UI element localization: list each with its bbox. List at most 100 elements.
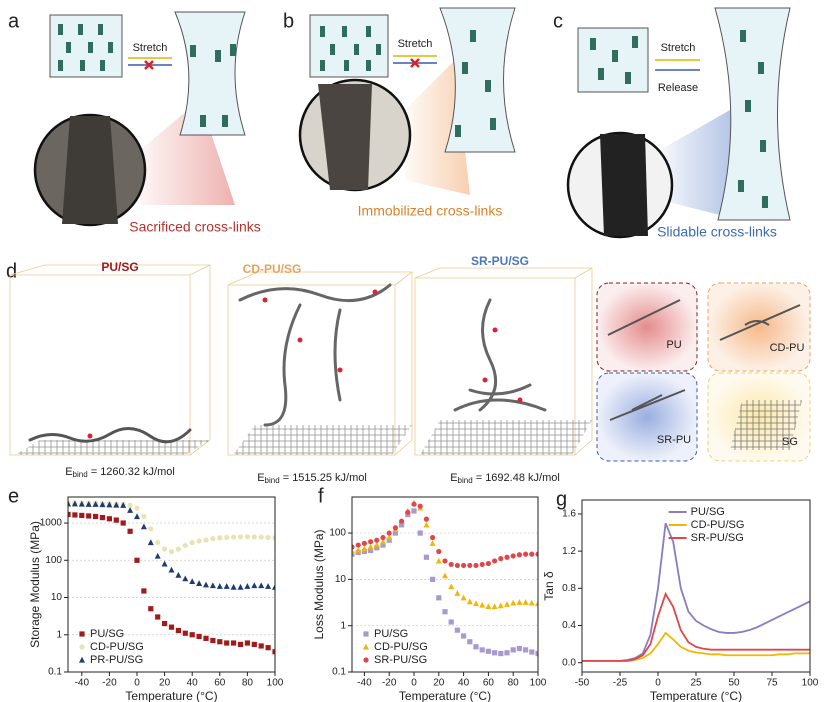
y-tick-label: 0.4: [562, 620, 576, 631]
data-point: [417, 530, 423, 536]
graphene: [730, 400, 802, 450]
data-line: [582, 591, 810, 662]
panel-letter: c: [553, 10, 563, 32]
graphene: [233, 425, 412, 455]
data-point: [516, 646, 522, 652]
data-point: [523, 647, 529, 653]
graphene: [15, 440, 210, 455]
graphene: [420, 420, 592, 455]
data-point: [373, 541, 380, 548]
data-point: [352, 551, 355, 557]
data-point: [237, 641, 244, 648]
data-point: [380, 534, 386, 541]
zoom-cone: [140, 100, 235, 205]
data-point: [386, 537, 392, 543]
data-point: [448, 561, 454, 568]
data-point: [497, 602, 504, 609]
caption: Sacrificed cross-links: [129, 219, 260, 235]
data-point: [168, 566, 175, 573]
panel-letter: d: [6, 260, 17, 282]
y-axis-label: Storage Modulus (MPa): [28, 521, 42, 648]
data-point: [429, 540, 436, 546]
data-point: [485, 603, 492, 610]
data-point: [454, 627, 460, 633]
inset-label: SR-PU: [657, 434, 691, 446]
inset: [596, 282, 698, 372]
panel-letter: g: [556, 488, 567, 510]
data-point: [405, 509, 411, 515]
data-point: [196, 538, 202, 544]
data-point: [244, 640, 250, 646]
data-point: [92, 501, 99, 507]
data-point: [436, 548, 442, 555]
data-point: [535, 600, 538, 607]
data-point: [510, 647, 516, 653]
data-point: [528, 599, 535, 606]
x-tick-label: 0: [655, 678, 661, 689]
plot-area: [582, 522, 810, 662]
x-tick-label: 100: [267, 678, 284, 689]
data-point: [417, 503, 423, 509]
x-tick-label: 20: [159, 678, 171, 689]
data-point: [189, 539, 195, 546]
data-point: [141, 513, 147, 520]
data-point: [175, 627, 181, 634]
data-point: [258, 582, 265, 589]
y-tick-label: 1.6: [562, 509, 576, 520]
zoom-cone: [405, 60, 470, 195]
data-point: [134, 505, 140, 511]
stretched-network: [714, 7, 791, 221]
box-label: PU/SG: [101, 260, 138, 274]
data-point: [148, 606, 154, 612]
arrow-label: Stretch: [398, 38, 433, 50]
panel-b: b Stretch Immobilized cross-links: [283, 7, 516, 219]
data-point: [380, 542, 386, 548]
data-point: [140, 523, 147, 530]
data-point: [460, 594, 467, 601]
y-tick-label: 100: [329, 528, 346, 539]
legend-label: PU/SG: [90, 628, 124, 640]
data-point: [411, 508, 417, 514]
data-point: [224, 640, 230, 646]
arrow-label: Release: [658, 82, 698, 94]
panel-letter: b: [283, 10, 294, 32]
box-label: CD-PU/SG: [243, 262, 302, 276]
x-tick-label: 80: [242, 678, 254, 689]
data-point: [352, 548, 355, 555]
panel-c: c Stretch Release Slidable cross-links: [553, 7, 791, 240]
arrow-label: Stretch: [661, 42, 696, 54]
chart: g 0.0 0.4 0.8 1.2 1.6 -50 -25 0 25 50 75 100 Temperat…: [542, 488, 819, 702]
data-point: [461, 633, 467, 639]
x-tick-label: -40: [357, 678, 372, 689]
y-tick-label: 10: [51, 592, 63, 603]
x-tick-label: -50: [575, 678, 590, 689]
data-point: [399, 518, 405, 524]
data-point: [203, 635, 209, 641]
x-tick-label: 60: [483, 678, 495, 689]
data-point: [461, 562, 467, 569]
panel-letter: f: [318, 485, 324, 507]
data-point: [479, 601, 486, 608]
data-point: [217, 639, 223, 645]
data-point: [210, 637, 216, 644]
data-point: [485, 648, 491, 654]
chart: f 0.1 1 10 100 -40 -20 0 20 40 60 80 100 Temperature …: [312, 485, 547, 702]
data-point: [237, 583, 244, 590]
data-point: [196, 633, 202, 640]
data-point: [272, 535, 275, 541]
data-point: [162, 546, 168, 552]
data-point: [361, 548, 367, 555]
data-point: [504, 601, 510, 607]
data-point: [467, 639, 473, 645]
x-tick-label: 100: [802, 678, 819, 689]
data-point: [423, 554, 429, 560]
data-point: [436, 595, 442, 601]
data-point: [492, 558, 498, 564]
data-point: [368, 547, 374, 554]
data-point: [448, 619, 454, 625]
crosslinks: [58, 24, 113, 71]
data-point: [374, 545, 380, 551]
x-tick-label: 80: [508, 678, 520, 689]
data-point: [127, 528, 133, 534]
y-tick-label: 1.2: [562, 546, 576, 557]
